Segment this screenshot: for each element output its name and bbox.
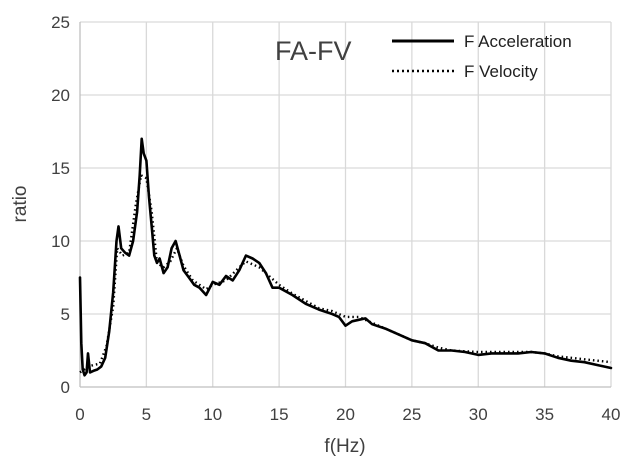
series-lines bbox=[78, 137, 613, 377]
y-axis-title: ratio bbox=[10, 186, 31, 223]
x-tick-label: 0 bbox=[75, 405, 84, 424]
legend-label-acceleration: F Acceleration bbox=[464, 32, 572, 51]
y-tick-label: 25 bbox=[51, 13, 70, 32]
x-tick-label: 10 bbox=[203, 405, 222, 424]
chart-annotation: FA-FV bbox=[275, 36, 352, 66]
legend-label-velocity: F Velocity bbox=[464, 62, 538, 81]
y-tick-label: 20 bbox=[51, 86, 70, 105]
x-axis-title: f(Hz) bbox=[324, 436, 365, 457]
x-tick-label: 30 bbox=[469, 405, 488, 424]
legend: F Acceleration F Velocity bbox=[392, 32, 572, 81]
x-tick-label: 5 bbox=[142, 405, 151, 424]
x-tick-label: 35 bbox=[535, 405, 554, 424]
series-line-f-acceleration bbox=[78, 137, 613, 377]
gridlines bbox=[80, 21, 612, 387]
x-tick-label: 25 bbox=[402, 405, 421, 424]
y-tick-label: 10 bbox=[51, 232, 70, 251]
x-tick-labels: 0 5 10 15 20 25 30 35 40 bbox=[75, 405, 620, 424]
x-tick-label: 20 bbox=[336, 405, 355, 424]
y-tick-labels: 0 5 10 15 20 25 bbox=[51, 13, 70, 397]
y-tick-label: 15 bbox=[51, 159, 70, 178]
y-tick-label: 0 bbox=[61, 378, 70, 397]
x-tick-label: 40 bbox=[602, 405, 621, 424]
y-tick-label: 5 bbox=[61, 305, 70, 324]
x-tick-label: 15 bbox=[270, 405, 289, 424]
